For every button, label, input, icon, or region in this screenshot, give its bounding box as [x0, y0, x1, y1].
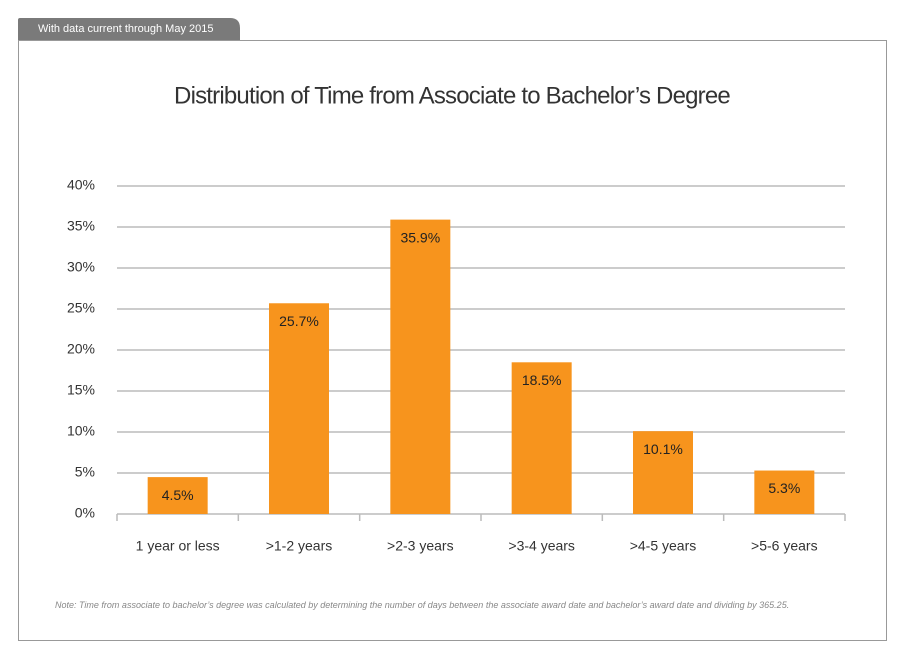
- y-tick-label: 0%: [75, 505, 95, 521]
- y-tick-label: 30%: [67, 259, 95, 275]
- chart-title: Distribution of Time from Associate to B…: [174, 82, 730, 109]
- x-tick-label: >4-5 years: [630, 538, 697, 554]
- bar: [511, 362, 572, 514]
- tab-text: With data current through May 2015: [38, 23, 213, 35]
- bar: [390, 219, 451, 514]
- x-tick-label: >3-4 years: [508, 538, 575, 554]
- y-tick-label: 25%: [67, 300, 95, 316]
- value-label: 25.7%: [279, 313, 319, 329]
- y-tick-label: 35%: [67, 218, 95, 234]
- note: Note: Time from associate to bachelor’s …: [55, 600, 790, 610]
- y-tick-label: 15%: [67, 382, 95, 398]
- x-tick-label: >5-6 years: [751, 538, 818, 554]
- value-label: 18.5%: [522, 372, 562, 388]
- value-label: 5.3%: [768, 480, 800, 496]
- y-tick-label: 10%: [67, 423, 95, 439]
- bar: [269, 303, 329, 514]
- bar: [147, 477, 208, 514]
- value-label: 4.5%: [162, 487, 194, 503]
- x-tick-label: >2-3 years: [387, 538, 454, 554]
- bar: [754, 470, 815, 514]
- y-tick-label: 20%: [67, 341, 95, 357]
- frame: [18, 40, 887, 641]
- bar: [633, 431, 693, 514]
- tab: [18, 18, 240, 40]
- value-label: 35.9%: [400, 229, 440, 245]
- value-label: 10.1%: [643, 441, 683, 457]
- y-tick-label: 40%: [67, 177, 95, 193]
- y-tick-label: 5%: [75, 464, 95, 480]
- x-tick-label: 1 year or less: [136, 538, 220, 554]
- x-tick-label: >1-2 years: [266, 538, 333, 554]
